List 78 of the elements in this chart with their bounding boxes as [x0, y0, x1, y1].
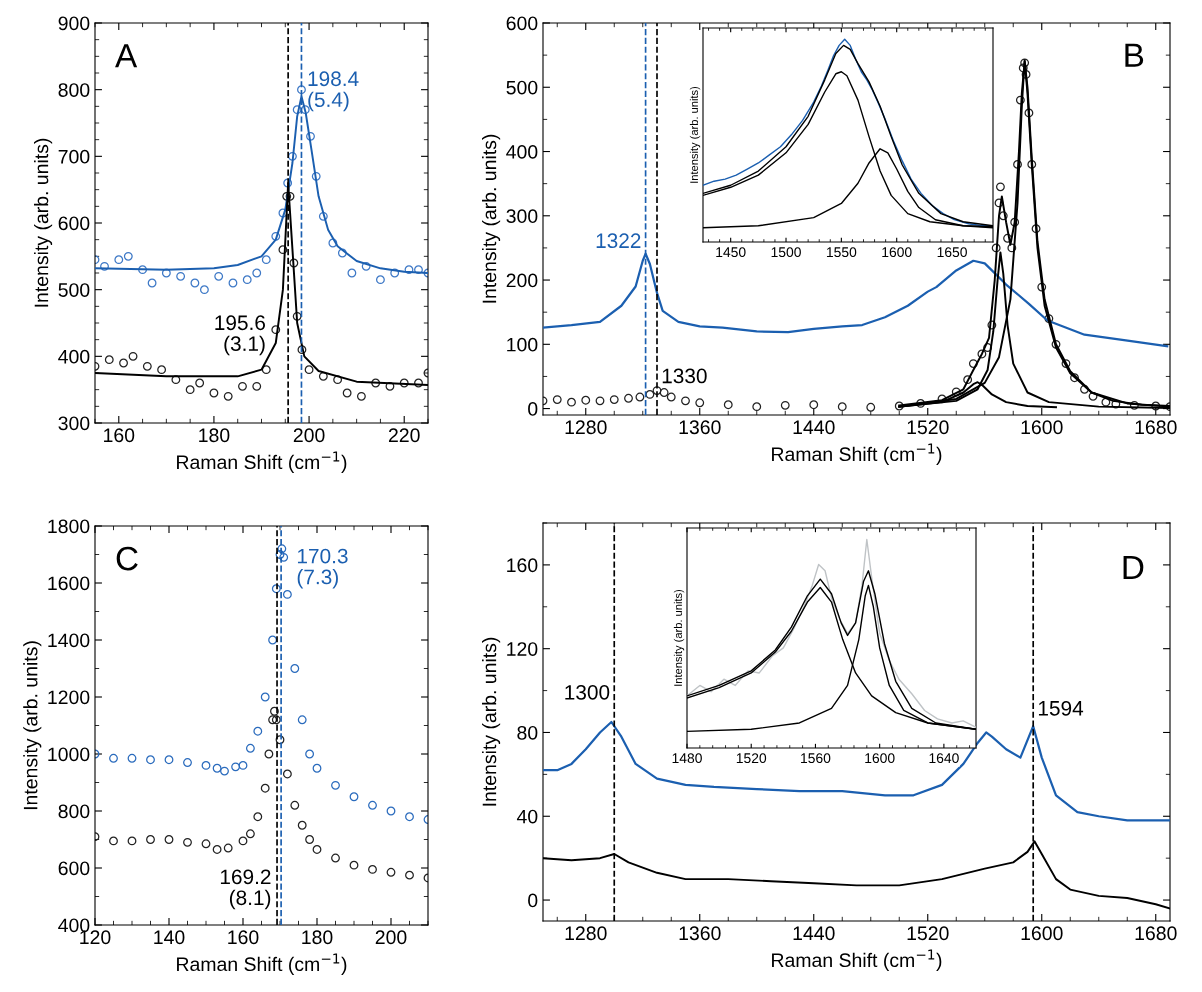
x-tick-label: 1680 [1135, 926, 1177, 941]
x-tick-label: 1640 [929, 753, 959, 764]
y-tick-label: 500 [506, 80, 538, 95]
y-tick-label: 800 [58, 83, 90, 97]
x-tick-label: 1480 [672, 753, 702, 764]
y-tick-label: 0 [528, 893, 538, 908]
x-tick-label: 200 [293, 428, 325, 443]
y-tick-label: 1400 [48, 633, 90, 648]
x-tick-label: 1360 [679, 420, 721, 435]
x-tick-label: 1280 [565, 926, 607, 941]
y-tick-label: 900 [58, 16, 90, 31]
y-axis-title: Intensity (arb. units) [482, 637, 501, 806]
y-tick-label: 600 [58, 861, 90, 876]
x-tick-label: 220 [388, 428, 420, 443]
x-tick-label: 1600 [865, 753, 895, 764]
chart-title: C [116, 546, 138, 571]
ref-line-label: 1322 [596, 233, 641, 249]
ref-line-label: 170.3 (7.3) [297, 548, 348, 589]
x-tick-label: 1600 [882, 247, 912, 258]
y-tick-label: 300 [58, 416, 90, 431]
x-axis-title: Raman Shift (cm$^{−1}$) [772, 443, 942, 465]
y-tick-label: 40 [516, 809, 538, 824]
x-tick-label: 1500 [771, 247, 801, 258]
chart-title: B [1125, 43, 1144, 67]
chart-title: A [115, 44, 138, 68]
ref-line-label: 169.2 (8.1) [220, 869, 271, 910]
x-tick-label: 1520 [736, 753, 767, 764]
x-tick-label: 1450 [716, 247, 746, 258]
x-tick-label: 1360 [679, 926, 721, 941]
x-axis-title: Raman Shift (cm$^{−1}$) [177, 451, 347, 473]
y-tick-label: 1200 [48, 690, 90, 705]
y-tick-label: 0 [528, 402, 538, 416]
x-tick-label: 1280 [565, 420, 607, 435]
ref-line-label: 198.4 (5.4) [308, 71, 359, 112]
x-tick-label: 160 [104, 428, 135, 443]
x-axis-title: Raman Shift (cm$^{−1}$) [772, 949, 942, 971]
y-axis-title: Intensity (arb. units) [482, 134, 501, 303]
y-tick-label: 1000 [48, 747, 90, 762]
y-tick-label: 600 [506, 16, 538, 31]
y-tick-label: 160 [507, 558, 538, 573]
y-tick-label: 100 [507, 337, 538, 352]
y-tick-label: 600 [58, 216, 90, 231]
ref-line-label: 1330 [662, 368, 707, 384]
y-axis-title: Intensity (arb. units) [34, 138, 53, 307]
x-tick-label: 1520 [907, 420, 949, 435]
x-tick-label: 1520 [907, 926, 949, 941]
x-tick-label: 180 [199, 428, 230, 443]
ref-line-label: 195.6 (3.1) [215, 315, 266, 356]
y-tick-label: 1600 [48, 576, 90, 591]
x-tick-label: 1440 [793, 420, 835, 435]
y-tick-label: 200 [506, 273, 538, 288]
x-tick-label: 180 [302, 930, 333, 945]
x-tick-label: 1600 [1021, 420, 1063, 435]
x-tick-label: 1560 [801, 753, 831, 764]
y-tick-label: 1800 [48, 519, 90, 534]
x-tick-label: 1440 [793, 926, 835, 941]
y-axis-title: Intensity (arb. units) [23, 641, 42, 810]
ref-line-label: 1300 [565, 684, 610, 700]
x-tick-label: 1650 [937, 247, 967, 258]
y-tick-label: 700 [58, 149, 90, 164]
x-tick-label: 1600 [1021, 926, 1063, 941]
y-tick-label: 80 [517, 725, 538, 740]
y-tick-label: 500 [58, 283, 90, 297]
y-tick-label: 800 [58, 804, 90, 819]
y-tick-label: 300 [506, 209, 538, 224]
x-tick-label: 1680 [1135, 420, 1177, 435]
y-axis-title: Intensity (arb. units) [673, 589, 685, 686]
y-tick-label: 120 [507, 642, 538, 656]
x-tick-label: 200 [375, 930, 407, 945]
y-axis-title: Intensity (arb. units) [689, 86, 701, 183]
text: D [1123, 556, 1144, 579]
x-tick-label: 140 [154, 930, 185, 945]
y-tick-label: 400 [506, 144, 538, 159]
x-tick-label: 1550 [826, 247, 857, 258]
ref-line-label: 1594 [1038, 700, 1084, 716]
y-tick-label: 400 [58, 349, 90, 364]
x-axis-title: Raman Shift (cm$^{−1}$) [177, 953, 347, 975]
x-tick-label: 160 [228, 930, 259, 945]
